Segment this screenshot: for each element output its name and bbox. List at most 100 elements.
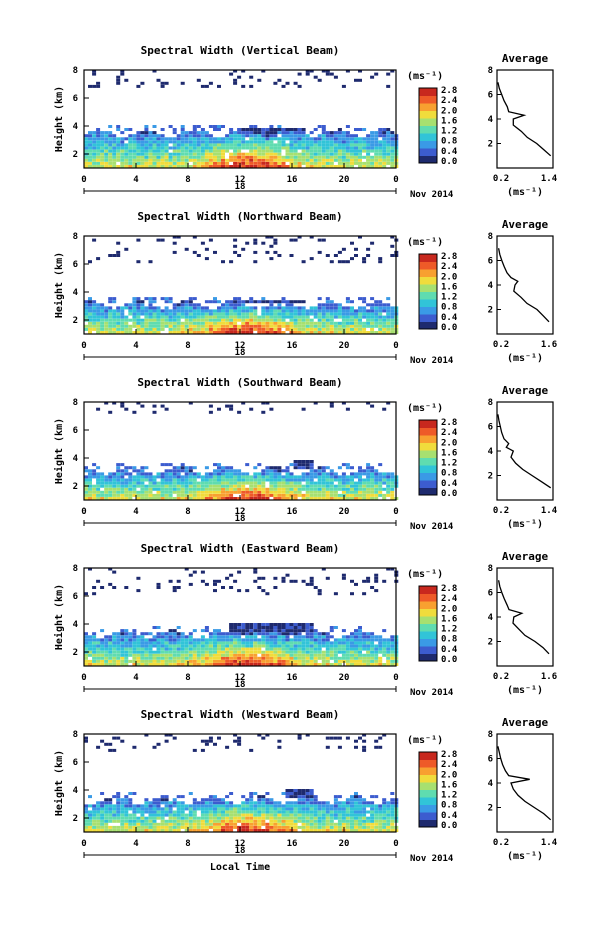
heatmap-cell (104, 137, 109, 141)
heatmap-cell (92, 84, 97, 88)
heatmap-cell (269, 312, 274, 316)
heatmap-cell (257, 632, 262, 636)
heatmap-cell (337, 478, 342, 482)
heatmap-cell (168, 822, 173, 826)
heatmap-cell (192, 152, 197, 156)
heatmap-cell (382, 638, 387, 642)
heatmap-cell (108, 149, 113, 153)
heatmap-cell (366, 647, 371, 651)
average-height-tick-label: 2 (488, 638, 493, 648)
heatmap-cell (370, 650, 375, 654)
heatmap-cell (321, 641, 326, 645)
heatmap-cell (213, 497, 217, 500)
heatmap-cell (116, 653, 121, 657)
heatmap-cell (84, 804, 88, 808)
heatmap-cell (273, 816, 278, 820)
heatmap-cell (208, 816, 213, 820)
heatmap-cell (273, 635, 278, 639)
heatmap-cell (116, 78, 121, 82)
heatmap-cell (132, 638, 137, 642)
heatmap-cell (253, 813, 258, 817)
heatmap-cell (249, 481, 254, 485)
heatmap-cell (265, 650, 270, 654)
heatmap-cell (100, 481, 105, 485)
heatmap-cell (382, 303, 387, 307)
heatmap-cell (92, 487, 97, 491)
heatmap-cell (217, 466, 221, 470)
heatmap-cell (120, 813, 125, 817)
heatmap-cell (104, 819, 109, 823)
heatmap-cell (305, 623, 310, 626)
heatmap-cell (301, 134, 306, 138)
heatmap-cell (321, 819, 326, 823)
heatmap-cell (148, 327, 153, 331)
heatmap-cell (208, 152, 213, 156)
heatmap-cell (124, 318, 129, 322)
heatmap-cell (362, 155, 367, 159)
heatmap-cell (225, 576, 230, 580)
heatmap-cell (305, 792, 310, 795)
heatmap-cell (172, 829, 177, 832)
heatmap-cell (96, 165, 101, 168)
heatmap-cell (257, 663, 262, 666)
heatmap-cell (354, 321, 358, 325)
heatmap-cell (345, 306, 350, 310)
heatmap-cell (148, 659, 153, 663)
colorbar-tick-label: 0.0 (441, 157, 457, 167)
heatmap-cell (217, 816, 221, 820)
heatmap-cell (337, 825, 342, 829)
heatmap-cell (180, 638, 185, 642)
heatmap-cell (358, 478, 362, 482)
heatmap-cell (265, 472, 270, 476)
heatmap-cell (325, 324, 330, 328)
height-tick-label: 8 (73, 398, 78, 408)
heatmap-cell (301, 484, 306, 488)
heatmap-cell (124, 137, 129, 141)
heatmap-cell (92, 146, 97, 150)
heatmap-cell (257, 158, 262, 162)
heatmap-cell (309, 484, 314, 488)
heatmap-cell (321, 137, 326, 141)
heatmap-cell (257, 825, 262, 829)
heatmap-cell (362, 327, 367, 331)
heatmap-cell (277, 810, 282, 814)
heatmap-cell (156, 306, 161, 310)
heatmap-cell (164, 635, 169, 639)
heatmap-cell (325, 315, 330, 319)
heatmap-cell (289, 303, 294, 307)
heatmap-cell (160, 659, 165, 663)
heatmap-cell (370, 635, 375, 639)
heatmap-cell (249, 315, 254, 319)
heatmap-cell (229, 327, 234, 331)
heatmap-cell (317, 653, 322, 657)
heatmap-cell (382, 663, 387, 666)
heatmap-cell (229, 663, 234, 666)
heatmap-cell (116, 487, 121, 491)
heatmap-cell (249, 487, 254, 491)
heatmap-cell (176, 152, 181, 156)
heatmap-cell (172, 324, 177, 328)
colorbar-segment (419, 601, 437, 609)
heatmap-cell (96, 309, 101, 313)
heatmap-cell (217, 632, 221, 636)
heatmap-cell (374, 490, 379, 494)
heatmap-cell (325, 134, 330, 138)
heatmap-cell (241, 813, 246, 817)
heatmap-cell (257, 795, 262, 799)
heatmap-cell (265, 165, 270, 168)
heatmap-cell (168, 481, 173, 485)
heatmap-cell (354, 327, 358, 331)
heatmap-cell (289, 801, 294, 805)
heatmap-cell (366, 497, 371, 500)
panel-title: Spectral Width (Southward Beam) (137, 376, 342, 389)
heatmap-cell (333, 146, 338, 150)
heatmap-cell (354, 149, 358, 153)
heatmap-cell (253, 638, 258, 642)
heatmap-cell (180, 816, 185, 820)
heatmap-cell (277, 312, 282, 316)
heatmap-cell (249, 484, 254, 488)
heatmap-cell (116, 324, 121, 328)
heatmap-cell (301, 650, 306, 654)
heatmap-cell (317, 306, 322, 310)
heatmap-cell (317, 143, 322, 147)
